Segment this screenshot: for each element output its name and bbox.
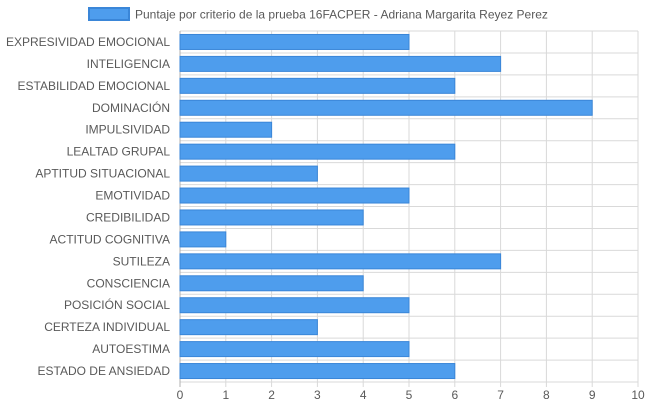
category-label: ESTABILIDAD EMOCIONAL (18, 79, 171, 93)
bar[interactable] (179, 187, 410, 204)
category-label: LEALTAD GRUPAL (67, 145, 171, 159)
bar[interactable] (179, 275, 364, 292)
category-label: CREDIBILIDAD (86, 210, 170, 224)
category-label: INTELIGENCIA (87, 57, 170, 71)
x-tick-label: 6 (451, 388, 458, 402)
bar[interactable] (179, 99, 593, 116)
legend[interactable]: Puntaje por criterio de la prueba 16FACP… (88, 7, 548, 22)
category-labels: EXPRESIVIDAD EMOCIONAL INTELIGENCIA ESTABI… (6, 35, 170, 378)
x-axis-ticks: 0 1 2 3 4 5 6 7 8 9 10 (177, 388, 645, 402)
category-label: POSICIÓN SOCIAL (64, 297, 170, 312)
category-label: DOMINACIÓN (92, 100, 170, 115)
x-tick-label: 0 (177, 388, 184, 402)
x-tick-label: 4 (360, 388, 367, 402)
x-tick-label: 9 (589, 388, 596, 402)
legend-swatch[interactable] (88, 7, 130, 21)
bar[interactable] (179, 77, 456, 94)
x-tick-label: 10 (631, 388, 645, 402)
bar[interactable] (179, 209, 364, 226)
bar[interactable] (179, 231, 227, 248)
category-label: APTITUD SITUACIONAL (35, 167, 170, 181)
bar[interactable] (179, 253, 502, 270)
bar[interactable] (179, 297, 410, 314)
grid (179, 30, 639, 387)
bar[interactable] (179, 33, 410, 50)
bar[interactable] (179, 363, 456, 380)
x-tick-label: 5 (406, 388, 413, 402)
category-label: ACTITUD COGNITIVA (50, 232, 170, 246)
bar[interactable] (179, 121, 273, 138)
x-tick-label: 1 (222, 388, 229, 402)
bar[interactable] (179, 165, 318, 182)
bar[interactable] (179, 319, 318, 336)
category-label: CONSCIENCIA (87, 276, 170, 290)
category-label: SUTILEZA (113, 254, 170, 268)
bars (179, 33, 593, 380)
bar[interactable] (179, 143, 456, 160)
x-tick-label: 3 (314, 388, 321, 402)
x-tick-label: 2 (268, 388, 275, 402)
x-tick-label: 7 (497, 388, 504, 402)
bar[interactable] (179, 55, 502, 72)
category-label: AUTOESTIMA (92, 342, 170, 356)
category-label: EXPRESIVIDAD EMOCIONAL (6, 35, 170, 49)
bar[interactable] (179, 341, 410, 358)
category-label: ESTADO DE ANSIEDAD (38, 364, 171, 378)
category-label: EMOTIVIDAD (95, 189, 170, 203)
legend-label[interactable]: Puntaje por criterio de la prueba 16FACP… (135, 8, 548, 22)
category-label: CERTEZA INDIVIDUAL (44, 320, 170, 334)
category-label: IMPULSIVIDAD (85, 123, 170, 137)
x-tick-label: 8 (543, 388, 550, 402)
